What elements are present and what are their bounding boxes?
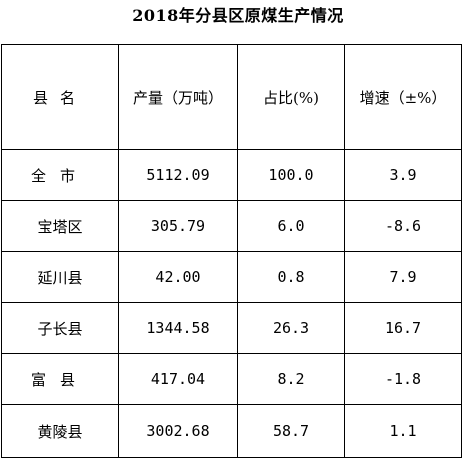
header-growth: 增速（±%） bbox=[344, 44, 462, 150]
share-cell: 8.2 bbox=[237, 353, 345, 405]
share-cell: 100.0 bbox=[237, 149, 345, 201]
table-row: 富县 417.04 8.2 -1.8 bbox=[1, 353, 462, 405]
output-cell: 3002.68 bbox=[118, 404, 238, 458]
county-name-cell: 富县 bbox=[1, 353, 119, 405]
output-cell: 5112.09 bbox=[118, 149, 238, 201]
growth-cell: 3.9 bbox=[344, 149, 462, 201]
header-row: 县名 产量（万吨） 占比(%) 增速（±%） bbox=[1, 44, 462, 150]
growth-cell: 1.1 bbox=[344, 404, 462, 458]
growth-cell: -8.6 bbox=[344, 200, 462, 252]
county-name-cell: 子长县 bbox=[1, 302, 119, 354]
coal-production-table: 县名 产量（万吨） 占比(%) 增速（±%） 全市 5112.09 100.0 … bbox=[1, 44, 462, 458]
output-cell: 305.79 bbox=[118, 200, 238, 252]
share-cell: 0.8 bbox=[237, 251, 345, 303]
county-name-cell: 宝塔区 bbox=[1, 200, 119, 252]
county-name-cell: 黄陵县 bbox=[1, 404, 119, 458]
header-output: 产量（万吨） bbox=[118, 44, 238, 150]
county-name-cell: 全市 bbox=[1, 149, 119, 201]
table-row: 子长县 1344.58 26.3 16.7 bbox=[1, 302, 462, 354]
table-title: 2018年分县区原煤生产情况 bbox=[132, 6, 344, 25]
share-cell: 6.0 bbox=[237, 200, 345, 252]
table-row: 延川县 42.00 0.8 7.9 bbox=[1, 251, 462, 303]
output-cell: 1344.58 bbox=[118, 302, 238, 354]
table-row: 黄陵县 3002.68 58.7 1.1 bbox=[1, 404, 462, 458]
share-cell: 58.7 bbox=[237, 404, 345, 458]
growth-cell: -1.8 bbox=[344, 353, 462, 405]
output-cell: 417.04 bbox=[118, 353, 238, 405]
growth-cell: 16.7 bbox=[344, 302, 462, 354]
header-county-name: 县名 bbox=[1, 44, 119, 150]
output-cell: 42.00 bbox=[118, 251, 238, 303]
table-row: 宝塔区 305.79 6.0 -8.6 bbox=[1, 200, 462, 252]
county-name-cell: 延川县 bbox=[1, 251, 119, 303]
share-cell: 26.3 bbox=[237, 302, 345, 354]
table-row: 全市 5112.09 100.0 3.9 bbox=[1, 149, 462, 201]
header-share: 占比(%) bbox=[237, 44, 345, 150]
growth-cell: 7.9 bbox=[344, 251, 462, 303]
